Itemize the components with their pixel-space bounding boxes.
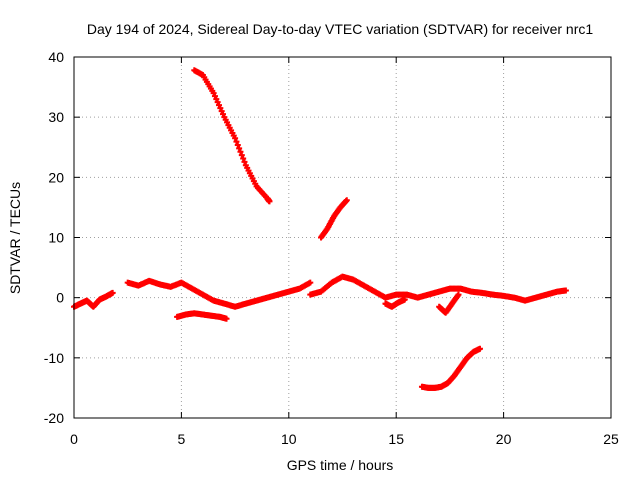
data-point bbox=[562, 287, 569, 294]
y-tick-label: 30 bbox=[48, 109, 64, 125]
series-arc-3 bbox=[174, 310, 230, 322]
data-point bbox=[455, 291, 462, 298]
axis-ticks bbox=[73, 56, 612, 419]
data-point bbox=[307, 279, 314, 286]
data-point bbox=[210, 90, 217, 97]
data-points bbox=[71, 67, 569, 391]
y-tick-label: 40 bbox=[48, 49, 64, 65]
series-arc-1 bbox=[71, 289, 116, 310]
data-point bbox=[343, 197, 350, 204]
x-tick-label: 20 bbox=[496, 431, 512, 447]
y-tick-label: 20 bbox=[48, 169, 64, 185]
x-tick-labels: 0 5 10 15 20 25 bbox=[70, 431, 619, 447]
series-arc-2 bbox=[124, 277, 314, 310]
series-arc-5 bbox=[318, 197, 350, 241]
x-tick-label: 0 bbox=[70, 431, 78, 447]
data-point bbox=[241, 158, 248, 165]
data-point bbox=[223, 315, 230, 322]
data-point bbox=[218, 108, 225, 115]
y-axis-label: SDTVAR / TECUs bbox=[7, 182, 23, 294]
data-point bbox=[232, 135, 239, 142]
grid-lines bbox=[74, 57, 611, 418]
y-tick-labels: -20 -10 0 10 20 30 40 bbox=[44, 49, 64, 426]
data-point bbox=[217, 105, 224, 112]
series-arc-9 bbox=[418, 345, 483, 391]
series-arc-8 bbox=[436, 291, 462, 316]
data-point bbox=[476, 345, 483, 352]
data-point bbox=[214, 99, 221, 106]
chart-title: Day 194 of 2024, Sidereal Day-to-day VTE… bbox=[87, 21, 593, 37]
x-tick-label: 10 bbox=[281, 431, 297, 447]
data-point bbox=[266, 198, 273, 205]
data-point bbox=[109, 289, 116, 296]
data-point bbox=[215, 102, 222, 109]
y-tick-label: 10 bbox=[48, 230, 64, 246]
y-tick-label: -20 bbox=[44, 410, 64, 426]
x-axis-label: GPS time / hours bbox=[287, 457, 394, 473]
data-point bbox=[213, 96, 220, 103]
data-point bbox=[233, 138, 240, 145]
data-point bbox=[234, 141, 241, 148]
data-point bbox=[401, 296, 408, 303]
x-tick-label: 5 bbox=[178, 431, 186, 447]
data-point bbox=[238, 152, 245, 159]
data-point bbox=[240, 155, 247, 162]
data-point bbox=[220, 111, 227, 118]
x-tick-label: 15 bbox=[388, 431, 404, 447]
x-tick-label: 25 bbox=[603, 431, 619, 447]
data-point bbox=[236, 145, 243, 152]
y-tick-label: 0 bbox=[56, 290, 64, 306]
data-point bbox=[211, 93, 218, 100]
data-point bbox=[237, 148, 244, 155]
series-arc-4 bbox=[191, 67, 273, 205]
y-tick-label: -10 bbox=[44, 350, 64, 366]
series-arc-7 bbox=[382, 296, 408, 310]
series-arc-6 bbox=[307, 273, 569, 304]
